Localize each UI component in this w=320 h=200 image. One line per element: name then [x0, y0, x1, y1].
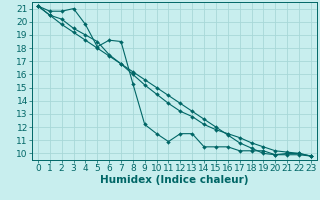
X-axis label: Humidex (Indice chaleur): Humidex (Indice chaleur) — [100, 175, 249, 185]
